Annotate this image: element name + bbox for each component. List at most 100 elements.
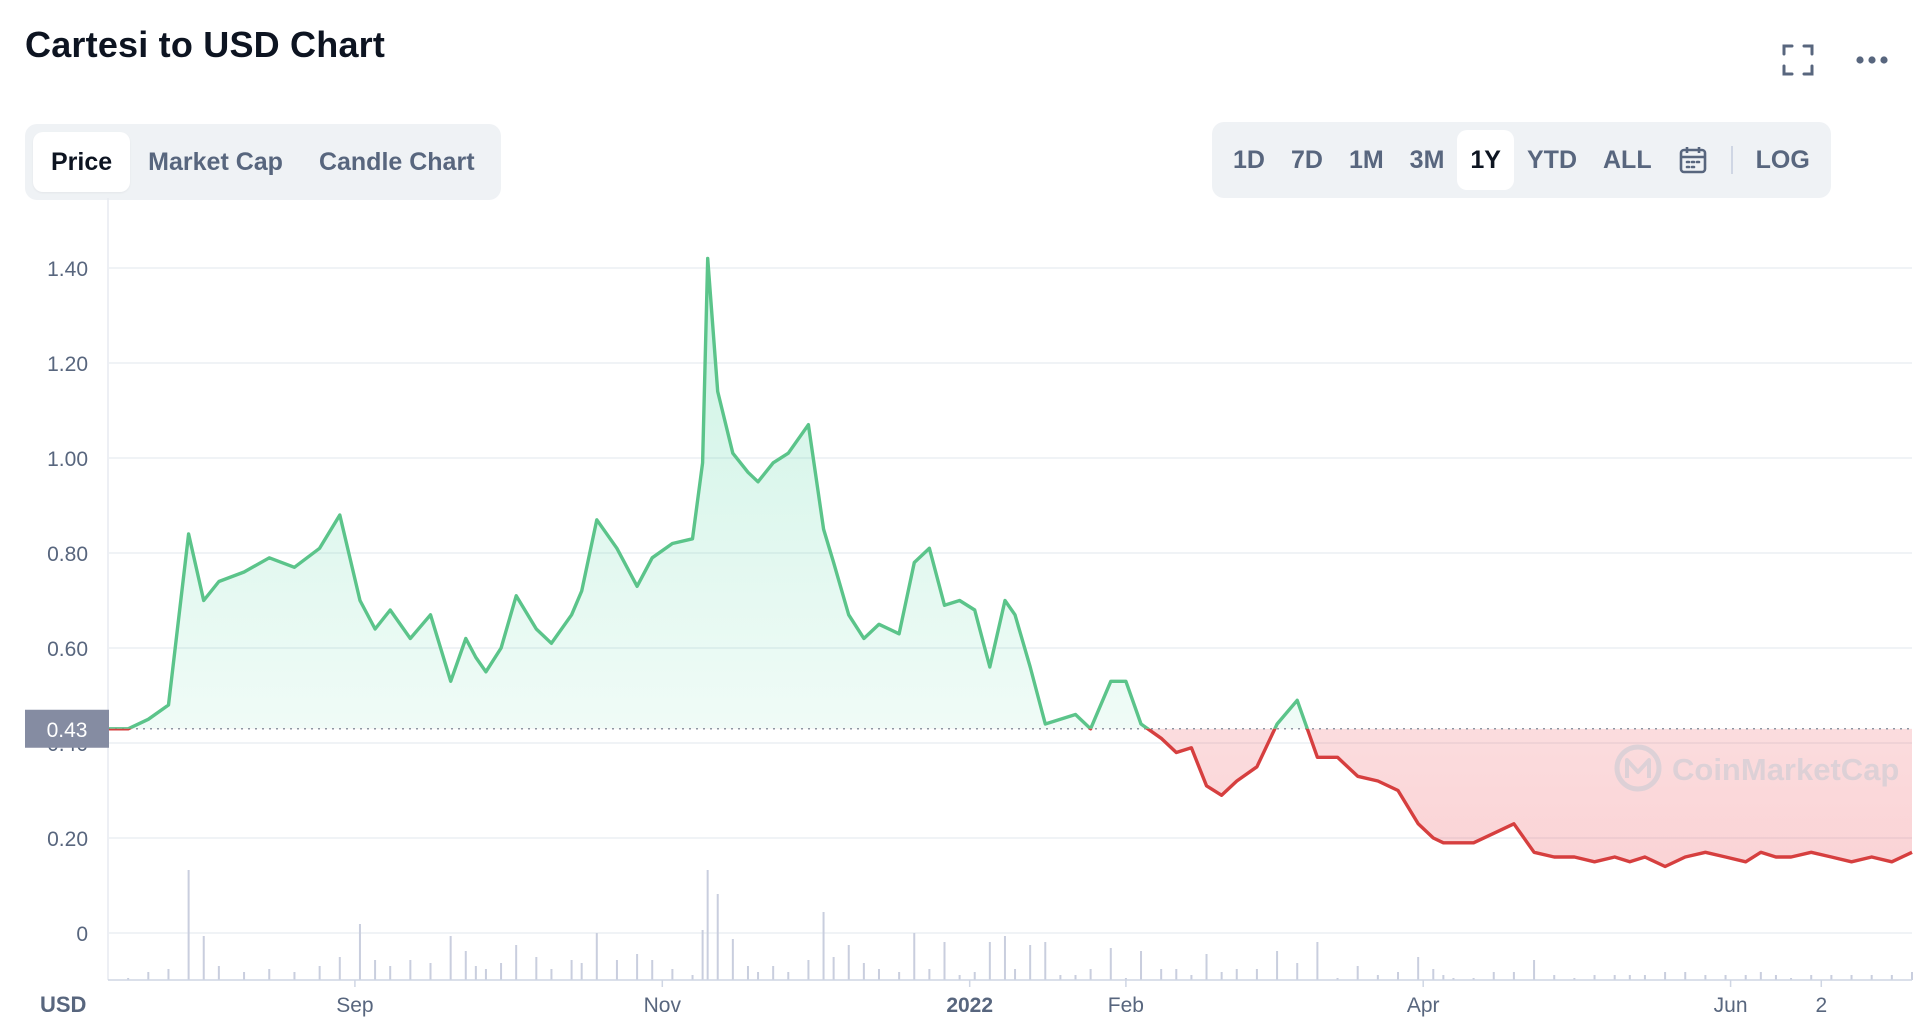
volume-bar [1014,969,1017,980]
volume-bar [127,978,130,980]
volume-bar [988,942,991,980]
tab-price[interactable]: Price [33,132,131,192]
volume-bar [1643,975,1646,980]
volume-bar [293,972,296,980]
volume-bar [1255,969,1258,980]
volume-bar [1442,975,1445,980]
volume-bar [958,975,961,980]
range-1y[interactable]: 1Y [1457,130,1514,190]
reference-price-label: 0.43 [47,719,88,742]
volume-bar [943,942,946,980]
volume-bar [374,960,377,980]
currency-label: USD [40,992,86,1017]
price-line-above [108,256,1310,729]
volume-bar [1044,942,1047,980]
volume-bar [973,972,976,980]
volume-bar [1744,975,1747,980]
volume-bar [1492,972,1495,980]
volume-bar [757,972,760,980]
volume-bar [167,969,170,980]
volume-bar [1316,942,1319,980]
reference-price-badge [25,709,109,748]
volume-bar [862,963,865,980]
volume-bar [1296,963,1299,980]
volume-bar [202,936,205,980]
volume-bar [1452,978,1455,980]
range-1d[interactable]: 1D [1233,145,1265,174]
volume-bar [1684,972,1687,980]
volume-bar [1472,978,1475,980]
volume-bar [1124,978,1127,980]
x-tick-label: Feb [1108,994,1144,1017]
x-tick-label: Sep [336,994,373,1017]
calendar-icon[interactable] [1665,130,1721,190]
volume-bar [822,912,825,980]
volume-bar [1205,954,1208,980]
volume-bar [1774,975,1777,980]
area-fill-below [108,728,1912,867]
volume-bar [847,945,850,980]
volume-bar [807,960,810,980]
volume-bar [772,966,775,980]
volume-bar [500,963,503,980]
volume-bar [449,936,452,980]
range-1m[interactable]: 1M [1348,145,1384,174]
volume-bar [1397,972,1400,980]
range-3m[interactable]: 3M [1409,145,1445,174]
volume-bar [429,963,432,980]
volume-bar [716,894,719,980]
tab-candle-chart[interactable]: Candle Chart [318,147,475,176]
volume-bar [1276,951,1279,980]
range-ytd[interactable]: YTD [1527,145,1577,174]
volume-bar [1593,975,1596,980]
volume-bar [484,969,487,980]
volume-bar [731,939,734,980]
range-all[interactable]: ALL [1603,145,1652,174]
volume-bar [1109,948,1112,980]
volume-bar [701,930,704,980]
log-toggle[interactable]: LOG [1755,145,1810,174]
volume-bar [913,933,916,980]
y-tick-label: 0.20 [47,828,88,851]
fullscreen-icon[interactable] [1778,40,1818,80]
range-7d[interactable]: 7D [1290,145,1323,174]
price-line-below [108,728,1913,869]
volume-bar [515,945,518,980]
volume-bar [1235,969,1238,980]
volume-bar [1417,957,1420,980]
volume-bar [1911,972,1913,980]
volume-bar [1830,975,1833,980]
x-tick-label: 2022 [946,994,993,1017]
volume-bar [464,951,467,980]
volume-bar [1059,975,1062,980]
tab-market-cap[interactable]: Market Cap [148,147,283,176]
volume-bar [389,966,392,980]
volume-bar [1190,975,1193,980]
watermark-text: CoinMarketCap [1672,752,1899,787]
volume-bar [832,957,835,980]
volume-bar [580,963,583,980]
volume-bar [243,972,246,980]
volume-bar [1003,936,1006,980]
volume-bar [217,966,220,980]
volume-bar [1140,951,1143,980]
volume-bar [1089,969,1092,980]
volume-bar [535,957,538,980]
volume-bar [1074,975,1077,980]
volume-bar [1175,969,1178,980]
volume-bar [1850,975,1853,980]
more-icon[interactable] [1852,40,1892,80]
volume-bars [127,870,1913,980]
y-tick-label: 0.80 [47,543,88,566]
y-tick-label: 0 [76,923,88,946]
volume-bar [746,966,749,980]
volume-bar [1704,975,1707,980]
y-tick-label: 0.60 [47,638,88,661]
volume-bar [1573,978,1576,980]
volume-bar [1533,960,1536,980]
volume-bar [147,972,150,980]
volume-bar [358,924,361,980]
range-divider [1730,146,1733,174]
volume-bar [1628,975,1631,980]
